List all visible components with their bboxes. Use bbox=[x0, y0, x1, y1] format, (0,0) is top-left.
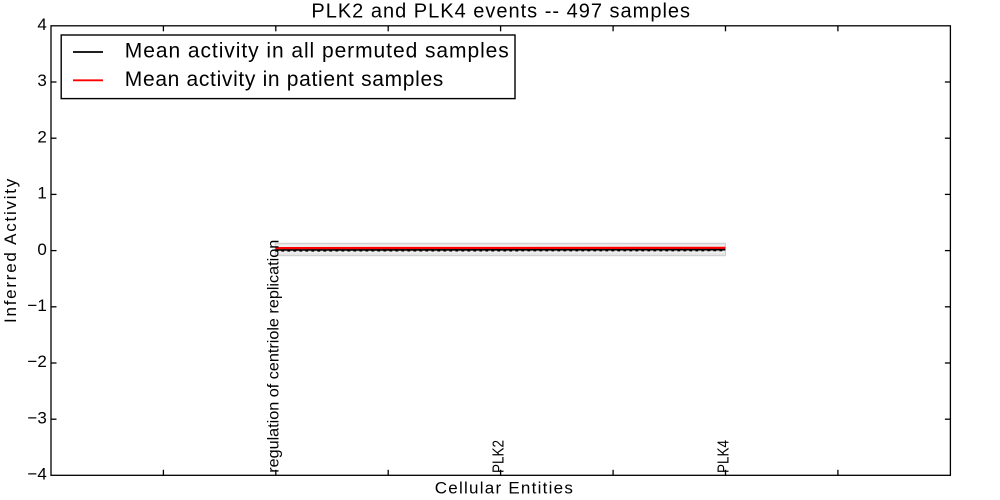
svg-text:0: 0 bbox=[37, 240, 46, 259]
svg-text:−4: −4 bbox=[27, 465, 46, 484]
svg-text:1: 1 bbox=[37, 184, 46, 203]
svg-text:Mean activity in patient sampl: Mean activity in patient samples bbox=[125, 68, 444, 91]
svg-text:PLK2 and PLK4 events -- 497 sa: PLK2 and PLK4 events -- 497 samples bbox=[311, 0, 691, 22]
svg-text:3: 3 bbox=[37, 71, 46, 90]
svg-text:−1: −1 bbox=[27, 296, 46, 315]
svg-text:Mean activity in all permuted: Mean activity in all permuted samples bbox=[125, 39, 509, 62]
svg-text:PLK4: PLK4 bbox=[716, 440, 733, 473]
svg-text:Cellular Entities: Cellular Entities bbox=[435, 478, 574, 497]
svg-text:Inferred Activity: Inferred Activity bbox=[1, 177, 20, 323]
svg-text:2: 2 bbox=[37, 127, 46, 146]
svg-text:−3: −3 bbox=[27, 408, 46, 427]
svg-text:−2: −2 bbox=[27, 352, 46, 371]
svg-text:regulation of centriole replic: regulation of centriole replication bbox=[266, 240, 283, 473]
svg-text:PLK2: PLK2 bbox=[491, 440, 508, 473]
svg-text:4: 4 bbox=[37, 15, 46, 34]
